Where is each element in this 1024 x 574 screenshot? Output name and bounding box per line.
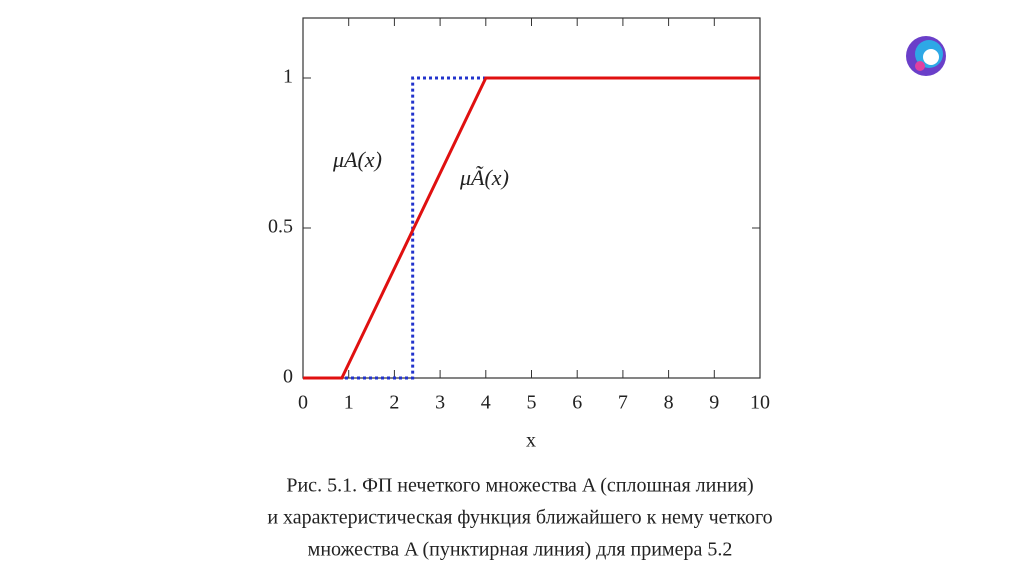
x-tick-label: 5 [527, 392, 537, 414]
x-tick-label: 9 [709, 392, 719, 414]
y-tick-label: 1 [283, 66, 293, 88]
x-tick-label: 10 [750, 392, 770, 414]
series-line [303, 76, 760, 380]
x-tick-label: 7 [618, 392, 628, 414]
caption-line: Рис. 5.1. ФП нечеткого множества A (спло… [286, 475, 753, 497]
series-annotation: μA(x) [332, 147, 382, 172]
caption-line: и характеристическая функция ближайшего … [267, 507, 772, 529]
x-tick-label: 8 [664, 392, 674, 414]
series-annotation: μÃ(x) [459, 165, 509, 190]
x-tick-label: 3 [435, 392, 445, 414]
x-tick-label: 2 [389, 392, 399, 414]
series-line [303, 76, 760, 380]
caption-line: множества A (пунктирная линия) для приме… [308, 539, 733, 561]
y-tick-label: 0.5 [268, 216, 293, 238]
x-tick-label: 0 [298, 392, 308, 414]
x-tick-label: 1 [344, 392, 354, 414]
logo [906, 36, 946, 76]
x-axis-label: x [526, 430, 536, 452]
x-tick-label: 4 [481, 392, 491, 414]
plot-frame [302, 17, 761, 379]
y-tick-label: 0 [283, 366, 293, 388]
x-tick-label: 6 [572, 392, 582, 414]
